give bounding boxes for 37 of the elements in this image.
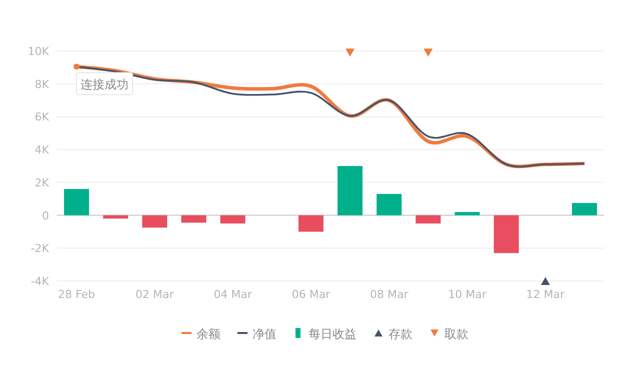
x-tick-label: 08 Mar	[370, 288, 409, 301]
bar	[338, 166, 363, 216]
bar	[298, 215, 324, 232]
bar	[572, 202, 597, 216]
x-tick-label: 28 Feb	[58, 288, 96, 301]
legend-label: 取款	[444, 327, 468, 341]
bar	[142, 215, 168, 228]
legend-label: 净值	[252, 327, 276, 341]
annotation: 连接成功	[80, 78, 129, 92]
bar	[454, 212, 480, 216]
y-tick-label: 10K	[28, 45, 50, 58]
legend-label: 每日收益	[308, 327, 356, 341]
y-tick-label: 8K	[34, 78, 50, 91]
bar	[494, 215, 519, 254]
bar	[376, 194, 402, 216]
bar	[416, 215, 441, 224]
legend-label: 余额	[196, 327, 220, 341]
point	[540, 277, 550, 285]
x-tick-label: 04 Mar	[214, 288, 252, 301]
y-tick-label: 0	[42, 209, 49, 222]
y-tick-label: 4K	[34, 144, 50, 157]
x-tick-label: 02 Mar	[136, 288, 174, 301]
y-tick-label: -4K	[30, 275, 50, 288]
point	[74, 64, 80, 70]
point	[424, 48, 433, 57]
x-tick-label: 06 Mar	[292, 288, 331, 301]
bar	[103, 215, 128, 219]
bar	[220, 215, 246, 224]
y-tick-label: 6K	[34, 110, 50, 124]
y-tick-label: 2K	[34, 176, 50, 190]
y-tick-label: -2K	[30, 242, 50, 256]
point	[346, 48, 355, 57]
x-tick-label: 12 Mar	[526, 288, 565, 301]
x-tick-label: 10 Mar	[448, 288, 487, 301]
bar	[64, 189, 90, 216]
bar	[181, 215, 206, 223]
legend-label: 存款	[388, 327, 412, 341]
